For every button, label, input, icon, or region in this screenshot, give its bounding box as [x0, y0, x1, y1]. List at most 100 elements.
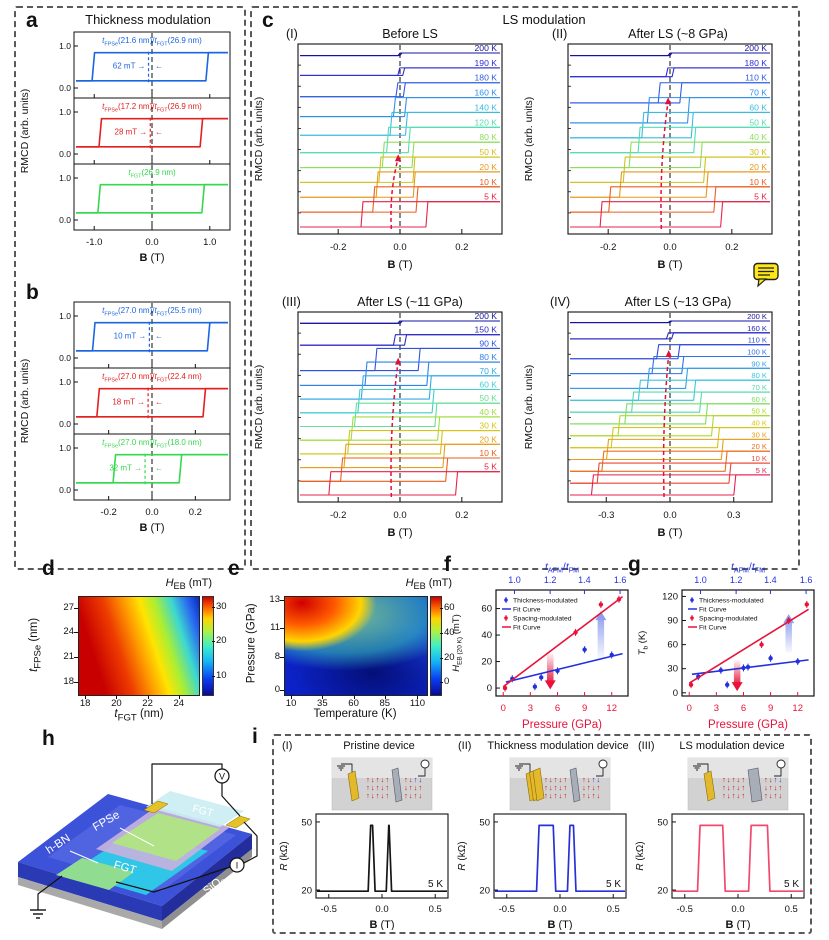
y-tick-label: 20 [479, 886, 490, 897]
bias-shift-arrow [390, 158, 399, 230]
panel-i1-num: (I) [282, 740, 293, 752]
x-tick-label: -0.2 [600, 242, 616, 253]
spin-arrow: ↓ [737, 791, 741, 800]
y-axis-label: RMCD (arb. units) [253, 365, 265, 450]
temp-label: 30 K [479, 421, 497, 431]
x-axis-label: Pressure (GPa) [708, 719, 788, 731]
temp-label: 10 K [479, 448, 497, 458]
data-point [582, 647, 587, 652]
panel-c3-plot: 200 K 150 K 90 K 80 K 70 K 60 K 50 K 40 K 30 K 20… [252, 310, 524, 559]
x-tick-label: 0.0 [375, 904, 388, 915]
data-point [768, 656, 773, 661]
data-point [598, 602, 604, 607]
spin-arrow: ↑ [732, 783, 736, 792]
axis-tick-label: 11 [270, 622, 280, 634]
x-tick-label: 0.2 [189, 507, 202, 518]
spin-arrow: ↓ [419, 791, 423, 800]
x-tick-label: 0.2 [455, 242, 468, 253]
x-axis-label: B (T) [387, 259, 412, 271]
spin-arrow: ↑ [404, 775, 408, 784]
spin-arrow: ↑ [366, 791, 370, 800]
y-tick-label: 1.0 [59, 173, 71, 183]
y-axis-label: R (kΩ) [457, 841, 468, 870]
x-tick-label: 0.0 [731, 904, 744, 915]
panel-i3-num: (III) [638, 740, 655, 752]
y-axis-label: R (kΩ) [635, 841, 646, 870]
panel-h-letter: h [42, 727, 55, 750]
data-point [718, 668, 724, 673]
panel-c-title: LS modulation [502, 12, 586, 27]
data-point [555, 668, 560, 674]
temp-label: 50 K [751, 407, 767, 416]
temp-label: 70 K [479, 366, 497, 376]
y-axis-label: Tb (K) [637, 631, 650, 656]
panel-f-plot: tAFM/tFM 1.0 1.2 1.4 1.6 0 3 6 9 12 Pressure (GPa)… [446, 556, 638, 739]
y-tick-label: 1.0 [59, 443, 71, 453]
x-tick-label: 0.0 [145, 237, 158, 248]
temperature-loop-panel: 200 K 190 K 180 K 160 K 140 K 120 K 80 K 50 K 20… [253, 43, 503, 271]
curve-label: tFGT(26.9 nm) [128, 168, 176, 180]
colorbar-e [430, 596, 442, 696]
spin-arrow: ↑ [554, 783, 558, 792]
y-tick-label: 20 [301, 886, 312, 897]
temp-label: 40 K [751, 419, 767, 428]
axis-tick-label: 35 [317, 698, 328, 709]
trend-arrow [731, 682, 743, 692]
exchange-bias-arrow: ← [155, 331, 163, 340]
panel-c3-title: After LS (~11 GPa) [357, 295, 463, 309]
spin-arrow: ↓ [727, 775, 731, 784]
tick-mark [147, 695, 149, 699]
spin-arrow: ↓ [371, 791, 375, 800]
spin-arrow: ↑ [385, 791, 389, 800]
temp-label: 5 K [484, 192, 497, 202]
panel-i2-title: Thickness modulation device [487, 740, 629, 752]
data-point [688, 682, 694, 687]
temp-label: 200 K [745, 43, 768, 53]
temp-label: 180 K [475, 73, 498, 83]
exchange-bias-annotation: 28 mT → [115, 127, 148, 136]
top-tick-label: 1.0 [508, 575, 521, 585]
arrow-head [394, 154, 402, 162]
temp-label: 60 K [479, 380, 497, 390]
device-layer [162, 834, 252, 921]
spin-arrow: ↑ [722, 791, 726, 800]
spin-arrow: ↓ [559, 791, 563, 800]
x-tick-label: -0.3 [598, 510, 614, 521]
spin-arrow: ↓ [549, 775, 553, 784]
heatmap-e-ylabel: Pressure (GPa) [245, 603, 258, 684]
temp-label: 120 K [475, 117, 498, 127]
panel-i-box [272, 734, 812, 934]
y-tick-label: 0.0 [59, 419, 71, 429]
x-tick-label: 0.0 [663, 242, 676, 253]
comment-note-icon[interactable] [752, 262, 782, 293]
top-tick-label: 1.0 [694, 575, 707, 585]
spin-arrow: ↑ [544, 775, 548, 784]
temp-label: 200 K [747, 312, 767, 321]
temp-label: 90 K [479, 338, 497, 348]
spin-arrow: ↓ [727, 791, 731, 800]
spin-arrow: ↑ [582, 775, 586, 784]
panel-c-letter: c [262, 9, 274, 32]
spin-arrow: ↓ [737, 783, 741, 792]
exchange-bias-arrow: ← [155, 61, 163, 70]
y-tick-label: 0.0 [59, 149, 71, 159]
tick-mark [74, 656, 78, 658]
top-tick-label: 1.6 [614, 575, 627, 585]
x-tick-label: 0.0 [553, 904, 566, 915]
exchange-bias-arrow: ← [155, 397, 163, 406]
tick-mark [212, 606, 215, 608]
temp-label: 160 K [475, 88, 498, 98]
y-axis-label: RMCD (arb. units) [253, 97, 265, 182]
spin-arrow: ↓ [737, 775, 741, 784]
temp-label: 200 K [475, 43, 498, 53]
x-tick-label: 0.5 [785, 904, 798, 915]
data-point [539, 675, 544, 680]
temp-label: 90 K [751, 359, 767, 368]
y-tick-label: 30 [667, 664, 678, 675]
axis-tick-label: 22 [142, 698, 153, 709]
y-tick-label: 0.0 [59, 83, 71, 93]
axis-tick-label: 18 [79, 698, 91, 709]
axis-tick-label: 85 [379, 698, 391, 709]
